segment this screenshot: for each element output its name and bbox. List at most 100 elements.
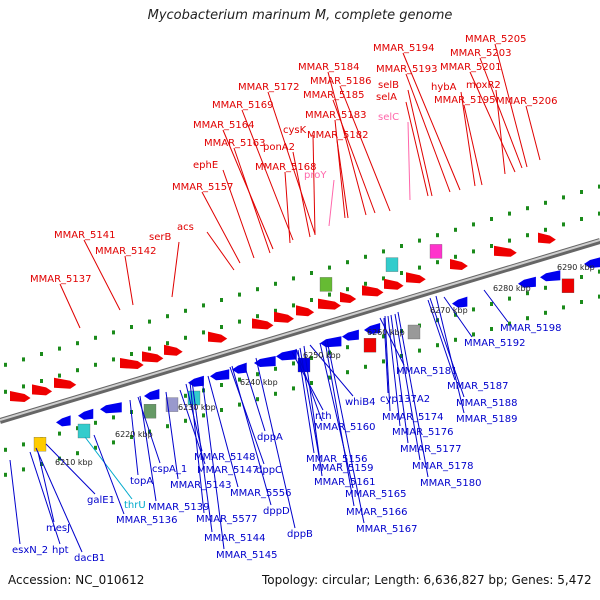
gene-label-mmar-5206: MMAR_5206 (496, 96, 558, 107)
leader-mmar-5176 (387, 315, 401, 427)
reverse-gene-arrow (452, 296, 468, 308)
gene-label-mmar-5169: MMAR_5169 (212, 100, 274, 111)
leader-mmar-5203 (479, 57, 523, 169)
reverse-gene-arrow (144, 389, 160, 400)
tick-mark (598, 211, 600, 216)
tick-mark (184, 308, 187, 313)
gene-label-selb: selB (378, 80, 399, 91)
forward-gene-arrow (274, 311, 294, 323)
scale-label-6210-kbp: 6210 kbp (55, 458, 93, 467)
leader-mmar-5156 (297, 349, 315, 454)
tick-mark (292, 386, 295, 391)
leader-mmar-5193 (405, 73, 451, 193)
reverse-gene-arrow (276, 349, 297, 361)
tick-mark (328, 265, 331, 270)
leader-mmar-5184 (327, 71, 367, 216)
leader-mmar-5205 (494, 43, 528, 168)
tick-mark (202, 330, 205, 335)
gene-label-mmar-5165: MMAR_5165 (345, 489, 407, 500)
leader-mmar-5143 (165, 391, 179, 480)
tick-mark (256, 287, 259, 292)
gene-label-moxr2: moxR2 (466, 80, 501, 91)
leader-mmar-5167 (326, 339, 365, 524)
tick-mark (310, 381, 313, 385)
gene-label-mmar-5187: MMAR_5187 (447, 381, 509, 392)
gene-label-mmar-5168: MMAR_5168 (255, 162, 317, 173)
gene-label-mmar-5137: MMAR_5137 (30, 274, 92, 285)
gene-label-mmar-5188: MMAR_5188 (456, 398, 518, 409)
gene-box (165, 397, 179, 412)
reverse-gene-arrow (78, 408, 94, 420)
tick-mark (526, 206, 529, 211)
gene-label-mmar-5139: MMAR_5139 (148, 502, 210, 513)
tick-mark (400, 244, 403, 248)
tick-mark (76, 451, 79, 456)
gene-label-proy: proY (304, 170, 327, 181)
gene-label-dppc: dppC (256, 465, 282, 476)
gene-box (363, 338, 377, 353)
tick-mark (22, 357, 25, 362)
tick-mark (112, 357, 115, 362)
scale-label-6220-kbp: 6220 kbp (115, 430, 153, 439)
leader-proy (328, 179, 335, 227)
reverse-gene-arrow (232, 362, 247, 374)
leader-dppb (255, 357, 296, 529)
tick-marks (4, 184, 600, 477)
scale-label-6270-kbp: 6270 kbp (430, 306, 468, 315)
tick-mark (220, 408, 223, 412)
leader-mmar-5147 (179, 389, 206, 465)
forward-gene-arrow (54, 377, 77, 389)
tick-mark (130, 352, 133, 356)
scale-label-6260-kbp: 6260 kbp (367, 328, 405, 337)
leader-mmar-5186 (339, 85, 391, 212)
tick-mark (238, 292, 241, 297)
leader-mmar-5177 (390, 314, 409, 444)
leader-mesj (37, 451, 55, 523)
tick-mark (508, 238, 511, 243)
tick-mark (166, 424, 169, 429)
leader-mmar-5178 (394, 313, 421, 461)
tick-mark (112, 440, 115, 445)
gene-label-mmar-5205: MMAR_5205 (465, 34, 527, 45)
gene-label-mmar-5172: MMAR_5172 (238, 82, 300, 93)
gene-features (10, 232, 600, 452)
gene-label-cysk: cysK (283, 125, 307, 136)
reverse-gene-arrow (100, 402, 122, 414)
scale-label-6240-kbp: 6240 kbp (240, 378, 278, 387)
gene-label-selc: selC (378, 112, 399, 123)
gene-label-mmar-5203: MMAR_5203 (450, 48, 512, 59)
forward-gene-arrow (494, 245, 517, 257)
leader-mmar-5142 (124, 255, 134, 306)
forward-gene-arrow (538, 232, 556, 244)
tick-mark (562, 305, 565, 310)
gene-label-mmar-5142: MMAR_5142 (95, 246, 157, 257)
gene-label-mmar-5143: MMAR_5143 (170, 480, 232, 491)
gene-label-hpt: hpt (52, 545, 69, 556)
tick-mark (526, 291, 529, 296)
tick-mark (508, 296, 511, 301)
tick-mark (4, 472, 7, 477)
tick-mark (526, 316, 529, 321)
tick-mark (40, 462, 43, 466)
gene-label-mmar-5159: MMAR_5159 (312, 463, 374, 474)
tick-mark (364, 364, 367, 369)
leader-mmar-5198 (483, 289, 509, 323)
leader-whib4 (309, 344, 354, 397)
tick-mark (112, 330, 115, 335)
gene-labels: 6210 kbp 6220 kbp 6230 kbp 6240 kbp 6250 kbp… (12, 34, 595, 564)
gene-box (33, 437, 47, 452)
gene-label-mmar-5198: MMAR_5198 (500, 323, 562, 334)
gene-label-mmar-5183: MMAR_5183 (305, 110, 367, 121)
tick-mark (58, 373, 61, 378)
gene-label-mmar-5145: MMAR_5145 (216, 550, 278, 561)
leader-cyp137a2 (383, 317, 389, 394)
reverse-gene-arrow (342, 329, 359, 341)
tick-mark (274, 366, 277, 371)
tick-mark (436, 343, 439, 348)
gene-box (407, 324, 421, 340)
leader-mmar-5169 (241, 109, 294, 241)
tick-mark (58, 346, 61, 351)
leader-gale1 (45, 443, 96, 495)
leader-selb (407, 89, 433, 197)
forward-gene-arrow (450, 259, 468, 270)
